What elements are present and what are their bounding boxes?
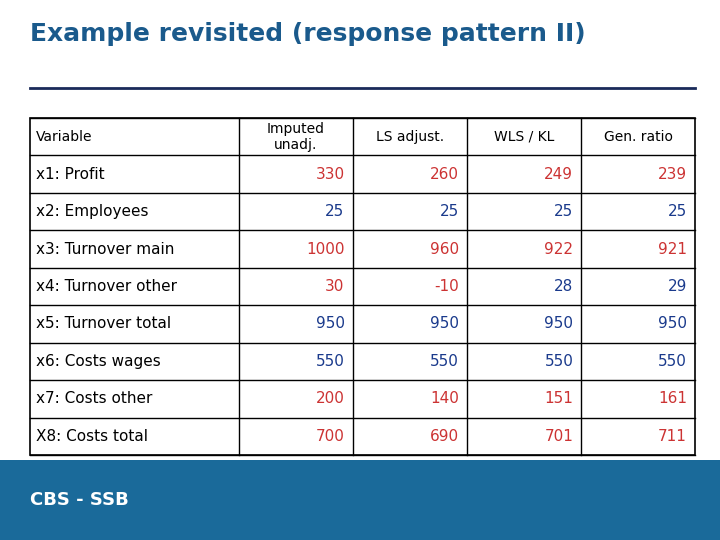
Text: x2: Employees: x2: Employees <box>36 204 148 219</box>
Text: X8: Costs total: X8: Costs total <box>36 429 148 444</box>
Text: 711: 711 <box>658 429 687 444</box>
Text: 550: 550 <box>658 354 687 369</box>
Text: 1000: 1000 <box>306 241 345 256</box>
Text: LS adjust.: LS adjust. <box>376 130 444 144</box>
Text: 330: 330 <box>315 167 345 181</box>
Text: 921: 921 <box>658 241 687 256</box>
Text: 701: 701 <box>544 429 573 444</box>
Text: 922: 922 <box>544 241 573 256</box>
Text: 200: 200 <box>315 392 345 406</box>
Text: 28: 28 <box>554 279 573 294</box>
Text: Variable: Variable <box>36 130 92 144</box>
Text: 960: 960 <box>430 241 459 256</box>
Text: 950: 950 <box>544 316 573 332</box>
Text: 29: 29 <box>667 279 687 294</box>
Text: 260: 260 <box>430 167 459 181</box>
Text: 25: 25 <box>554 204 573 219</box>
Text: WLS / KL: WLS / KL <box>494 130 554 144</box>
Text: 151: 151 <box>544 392 573 406</box>
Text: 161: 161 <box>658 392 687 406</box>
Text: x3: Turnover main: x3: Turnover main <box>36 241 174 256</box>
Text: x1: Profit: x1: Profit <box>36 167 104 181</box>
Text: x7: Costs other: x7: Costs other <box>36 392 153 406</box>
Text: 140: 140 <box>430 392 459 406</box>
Text: 550: 550 <box>315 354 345 369</box>
Text: 700: 700 <box>315 429 345 444</box>
Text: -10: -10 <box>434 279 459 294</box>
Text: 550: 550 <box>544 354 573 369</box>
Text: 25: 25 <box>325 204 345 219</box>
Text: x6: Costs wages: x6: Costs wages <box>36 354 161 369</box>
Text: Imputed
unadj.: Imputed unadj. <box>267 122 325 152</box>
Text: 950: 950 <box>658 316 687 332</box>
Text: 950: 950 <box>315 316 345 332</box>
Text: 550: 550 <box>430 354 459 369</box>
Text: Gen. ratio: Gen. ratio <box>603 130 672 144</box>
Text: x5: Turnover total: x5: Turnover total <box>36 316 171 332</box>
Text: 690: 690 <box>430 429 459 444</box>
Text: 30: 30 <box>325 279 345 294</box>
Text: 249: 249 <box>544 167 573 181</box>
Text: 25: 25 <box>440 204 459 219</box>
Text: 239: 239 <box>658 167 687 181</box>
Text: CBS - SSB: CBS - SSB <box>30 491 129 509</box>
Text: x4: Turnover other: x4: Turnover other <box>36 279 177 294</box>
Bar <box>30 118 695 455</box>
Bar <box>0 460 720 540</box>
Text: Example revisited (response pattern II): Example revisited (response pattern II) <box>30 22 585 46</box>
Text: 25: 25 <box>667 204 687 219</box>
Text: 950: 950 <box>430 316 459 332</box>
